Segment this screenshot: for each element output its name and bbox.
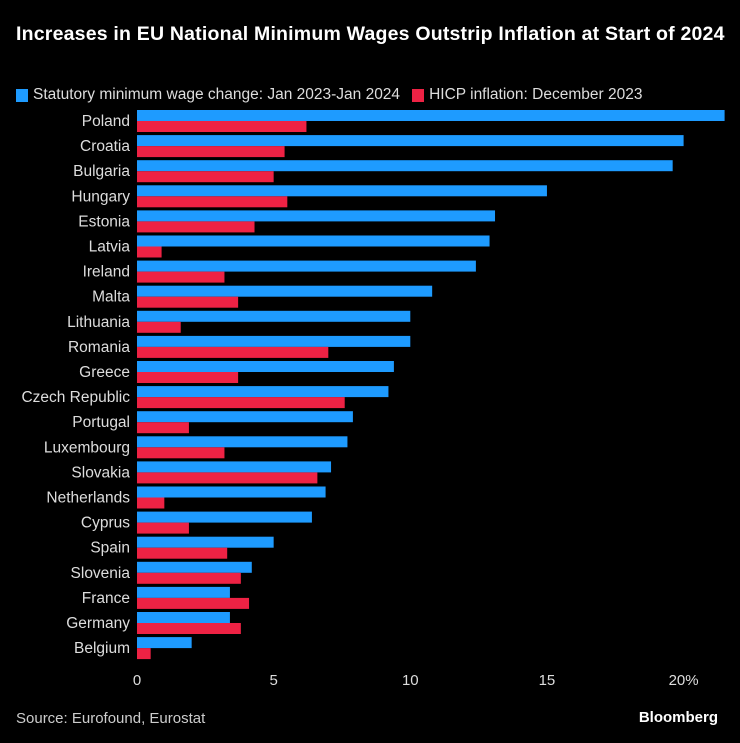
legend-swatch-inflation <box>412 88 425 102</box>
inflation-bar <box>137 397 345 409</box>
inflation-bar <box>137 121 307 132</box>
wage-bar <box>137 536 274 548</box>
x-tick-label: 10 <box>402 672 419 689</box>
wage-bar <box>137 135 684 147</box>
wage-bar <box>137 160 673 172</box>
inflation-bar <box>137 296 239 308</box>
legend-label-inflation: HICP inflation: December 2023 <box>429 86 643 103</box>
wage-bar <box>137 561 252 573</box>
wage-bar <box>137 310 411 322</box>
chart-title: Increases in EU National Minimum Wages O… <box>16 23 725 45</box>
inflation-bar <box>137 346 329 358</box>
inflation-bar <box>137 547 228 559</box>
inflation-bar <box>137 171 274 183</box>
wage-bar <box>137 386 389 398</box>
inflation-bar <box>137 447 225 459</box>
inflation-bar <box>137 597 250 609</box>
category-label: Slovenia <box>71 565 131 582</box>
wage-bar <box>137 411 353 423</box>
x-tick-label: 20% <box>669 672 699 689</box>
category-label: Hungary <box>71 188 130 205</box>
wage-bar <box>137 361 394 372</box>
source-note: Source: Eurofound, Eurostat <box>16 710 206 727</box>
category-label: France <box>82 590 130 607</box>
inflation-bar <box>137 472 318 484</box>
category-label: Slovakia <box>71 464 130 481</box>
inflation-bar <box>137 422 189 434</box>
category-label: Belgium <box>74 640 130 657</box>
category-label: Poland <box>82 113 130 130</box>
category-label: Latvia <box>89 239 131 256</box>
inflation-bar <box>137 321 181 333</box>
category-label: Germany <box>66 615 130 632</box>
category-label: Malta <box>92 289 130 306</box>
wage-bar <box>137 285 433 297</box>
inflation-bar <box>137 221 255 233</box>
category-label: Croatia <box>80 138 130 155</box>
category-label: Ireland <box>83 264 130 281</box>
inflation-bar <box>137 196 288 208</box>
inflation-bar <box>137 372 239 383</box>
category-label: Bulgaria <box>73 163 130 180</box>
wage-bar <box>137 637 192 649</box>
wage-bar <box>137 586 230 598</box>
wage-bar <box>137 210 496 222</box>
inflation-bar <box>137 522 189 534</box>
category-label: Cyprus <box>81 515 130 532</box>
category-label: Lithuania <box>67 314 130 331</box>
inflation-bar <box>137 271 225 283</box>
inflation-bar <box>137 497 165 509</box>
category-label: Greece <box>79 364 130 381</box>
wage-bar <box>137 235 490 247</box>
category-label: Netherlands <box>46 490 130 507</box>
wage-bar <box>137 110 725 121</box>
wage-bar <box>137 612 230 623</box>
inflation-bar <box>137 246 162 258</box>
category-label: Romania <box>68 339 130 356</box>
category-label: Estonia <box>78 213 130 230</box>
inflation-bar <box>137 623 241 634</box>
wage-bar <box>137 486 326 498</box>
category-label: Czech Republic <box>21 389 130 406</box>
wage-bar <box>137 461 332 473</box>
bloomberg-logo: Bloomberg <box>638 709 718 726</box>
legend-label-wage: Statutory minimum wage change: Jan 2023-… <box>33 86 401 103</box>
legend-item-wage: Statutory minimum wage change: Jan 2023-… <box>16 86 400 104</box>
wage-bar <box>137 335 411 347</box>
wage-bar <box>137 436 348 448</box>
x-tick-label: 5 <box>269 672 277 689</box>
inflation-bar <box>137 572 241 584</box>
x-tick-label: 15 <box>539 672 556 689</box>
x-tick-label: 0 <box>133 672 141 689</box>
wage-bar <box>137 260 476 272</box>
wage-bar <box>137 511 312 523</box>
category-label: Luxembourg <box>44 439 130 456</box>
category-label: Portugal <box>72 414 130 431</box>
wage-bar <box>137 185 547 197</box>
legend: Statutory minimum wage change: Jan 2023-… <box>16 86 642 104</box>
category-label: Spain <box>90 540 130 557</box>
inflation-bar <box>137 146 285 158</box>
legend-item-inflation: HICP inflation: December 2023 <box>412 86 642 104</box>
legend-swatch-wage <box>16 88 28 102</box>
inflation-bar <box>137 648 151 660</box>
